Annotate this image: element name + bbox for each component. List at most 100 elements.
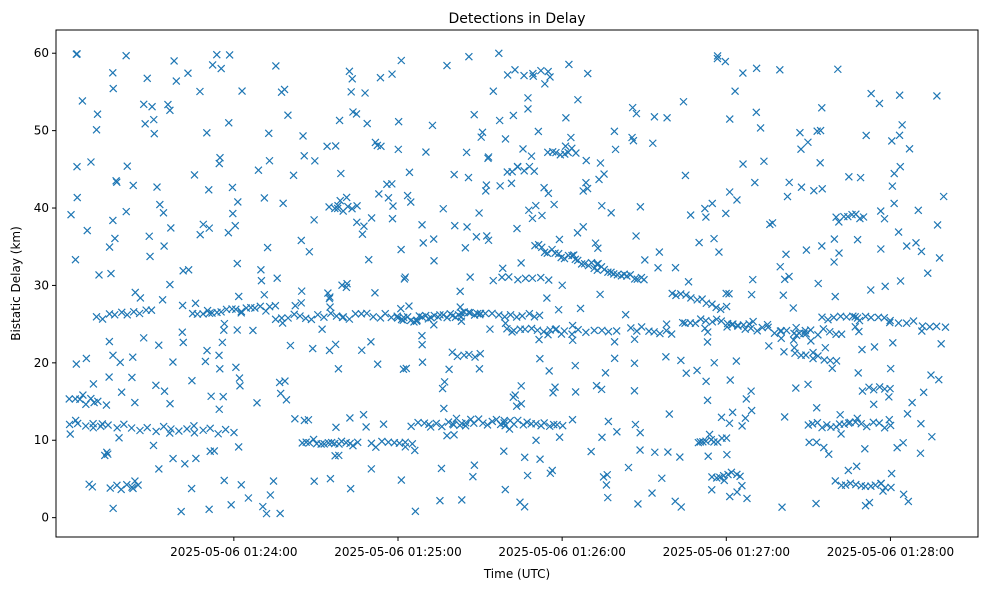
data-point-marker (520, 502, 529, 511)
data-point-marker (601, 368, 610, 377)
data-point-marker (254, 166, 263, 175)
data-point-marker (909, 317, 918, 325)
data-point-marker (844, 466, 853, 475)
data-point-marker (725, 115, 734, 123)
data-point-marker (166, 224, 175, 232)
data-point-marker (532, 436, 540, 445)
plot-frame (55, 29, 979, 538)
data-point-marker (334, 364, 343, 373)
data-point-marker (700, 204, 709, 213)
data-point-marker (917, 327, 926, 336)
data-point-marker (880, 423, 889, 432)
data-point-marker (494, 311, 503, 319)
data-point-marker (792, 323, 801, 332)
data-point-marker (742, 395, 751, 403)
data-point-marker (212, 50, 221, 59)
data-point-marker (488, 417, 497, 426)
data-point-marker (866, 286, 875, 294)
data-point-marker (941, 323, 950, 332)
data-point-marker (607, 208, 616, 217)
y-tick-label: 50 (34, 124, 49, 138)
data-point-marker (545, 366, 554, 375)
data-point-marker (494, 49, 503, 58)
data-point-marker (207, 392, 216, 401)
data-point-marker (513, 416, 522, 425)
data-point-marker (704, 452, 713, 461)
data-point-marker (812, 403, 821, 412)
data-point-marker (663, 448, 672, 456)
data-point-marker (297, 236, 306, 245)
data-point-marker (479, 419, 487, 428)
data-point-marker (429, 320, 438, 329)
data-point-marker (582, 178, 590, 187)
data-point-marker (323, 142, 332, 151)
data-point-marker (728, 320, 736, 329)
data-point-marker (326, 303, 334, 311)
data-point-marker (895, 91, 904, 100)
data-point-marker (854, 327, 863, 336)
data-point-marker (593, 260, 601, 269)
data-point-marker (326, 474, 335, 483)
data-point-marker (558, 421, 567, 430)
data-point-marker (139, 100, 148, 109)
data-point-marker (427, 313, 435, 322)
data-point-marker (854, 369, 863, 377)
data-point-marker (273, 274, 282, 283)
data-point-marker (550, 200, 559, 209)
data-point-marker (357, 346, 366, 355)
data-point-marker (263, 243, 272, 252)
data-point-marker (587, 447, 596, 456)
data-point-marker (399, 365, 408, 374)
data-point-marker (763, 320, 772, 329)
data-point-marker (672, 291, 680, 300)
data-point-marker (233, 259, 242, 268)
data-point-marker (817, 103, 826, 112)
data-point-marker (561, 113, 570, 122)
data-point-marker (346, 484, 355, 493)
data-point-marker (437, 464, 446, 473)
data-point-marker (418, 331, 426, 340)
data-point-marker (927, 432, 936, 441)
data-point-marker (472, 232, 481, 241)
data-point-marker (205, 224, 214, 233)
data-point-marker (470, 461, 479, 470)
data-point-marker (388, 214, 397, 223)
data-point-marker (410, 446, 419, 455)
data-point-marker (318, 325, 327, 334)
data-point-marker (117, 308, 126, 317)
data-point-marker (756, 124, 765, 132)
data-point-marker (438, 384, 447, 393)
data-point-marker (439, 204, 448, 213)
data-point-marker (165, 106, 174, 115)
data-point-marker (71, 416, 80, 425)
data-point-marker (484, 236, 493, 245)
data-point-marker (630, 359, 639, 368)
data-point-marker (867, 313, 875, 322)
data-point-marker (876, 207, 885, 215)
y-tick-label: 60 (34, 46, 49, 60)
data-point-marker (345, 413, 354, 422)
data-point-marker (696, 315, 705, 323)
data-point-marker (310, 477, 319, 486)
data-point-marker (549, 420, 558, 429)
data-point-marker (127, 373, 136, 382)
data-point-marker (108, 68, 117, 77)
data-point-marker (371, 443, 380, 452)
data-point-marker (218, 338, 227, 347)
data-point-marker (530, 167, 539, 176)
data-point-marker (149, 441, 158, 450)
data-point-marker (927, 371, 935, 379)
data-point-marker (695, 238, 704, 247)
data-point-marker (110, 234, 119, 243)
data-point-marker (230, 428, 238, 437)
data-point-marker (95, 270, 103, 279)
data-point-marker (749, 317, 758, 326)
x-tick-label: 2025-05-06 01:24:00 (170, 545, 297, 559)
data-point-marker (837, 430, 846, 438)
data-point-marker (73, 193, 82, 202)
data-point-marker (147, 306, 156, 315)
data-point-marker (347, 87, 356, 96)
y-axis: 0 10 20 30 40 50 60 (34, 46, 56, 525)
data-point-marker (122, 480, 131, 489)
data-point-marker (228, 183, 237, 192)
